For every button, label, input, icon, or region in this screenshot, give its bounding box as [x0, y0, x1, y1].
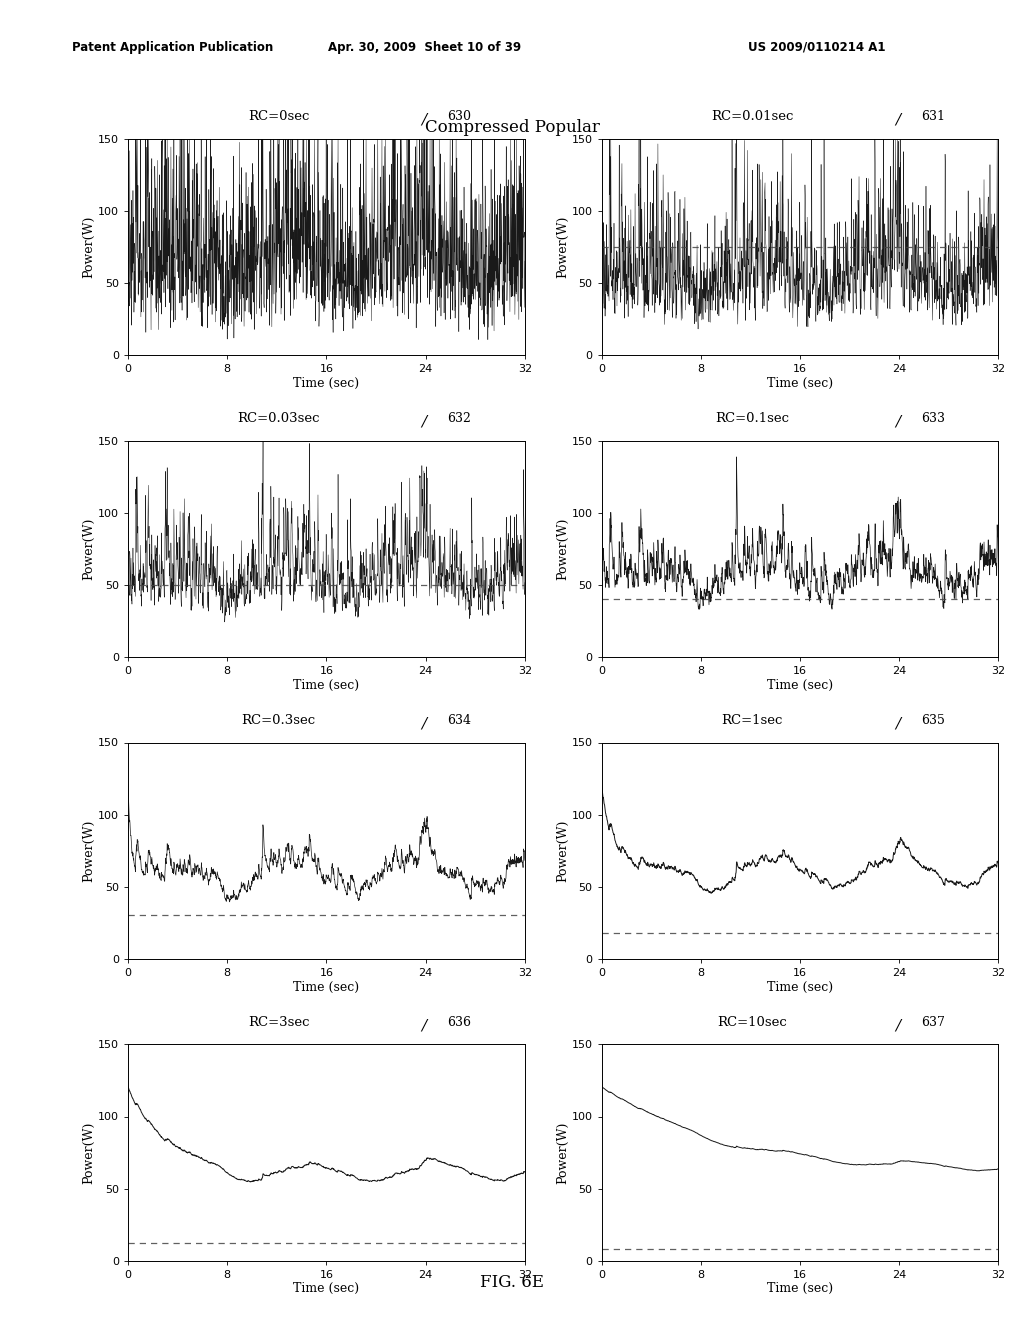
- Text: RC=0.3sec: RC=0.3sec: [242, 714, 315, 726]
- X-axis label: Time (sec): Time (sec): [293, 376, 359, 389]
- Y-axis label: Power(W): Power(W): [556, 1121, 568, 1184]
- Text: RC=0sec: RC=0sec: [248, 110, 309, 123]
- Text: RC=0.1sec: RC=0.1sec: [716, 412, 790, 425]
- Text: RC=10sec: RC=10sec: [718, 1015, 787, 1028]
- Text: Apr. 30, 2009  Sheet 10 of 39: Apr. 30, 2009 Sheet 10 of 39: [329, 41, 521, 54]
- X-axis label: Time (sec): Time (sec): [767, 1283, 834, 1295]
- Text: 635: 635: [921, 714, 945, 726]
- Text: 631: 631: [921, 110, 945, 123]
- Y-axis label: Power(W): Power(W): [82, 1121, 95, 1184]
- Text: /: /: [895, 717, 900, 731]
- Text: RC=1sec: RC=1sec: [722, 714, 783, 726]
- Y-axis label: Power(W): Power(W): [556, 517, 568, 579]
- Text: /: /: [422, 414, 427, 429]
- Text: /: /: [422, 112, 427, 127]
- Text: /: /: [422, 717, 427, 731]
- Text: RC=3sec: RC=3sec: [248, 1015, 309, 1028]
- X-axis label: Time (sec): Time (sec): [767, 678, 834, 692]
- Y-axis label: Power(W): Power(W): [556, 820, 568, 882]
- Text: Patent Application Publication: Patent Application Publication: [72, 41, 273, 54]
- Text: /: /: [895, 1019, 900, 1032]
- Text: RC=0.01sec: RC=0.01sec: [712, 110, 794, 123]
- Text: RC=0.03sec: RC=0.03sec: [238, 412, 321, 425]
- Text: 636: 636: [447, 1015, 471, 1028]
- Y-axis label: Power(W): Power(W): [82, 820, 95, 882]
- Text: 632: 632: [447, 412, 471, 425]
- X-axis label: Time (sec): Time (sec): [767, 981, 834, 994]
- X-axis label: Time (sec): Time (sec): [293, 678, 359, 692]
- Text: 634: 634: [447, 714, 471, 726]
- Text: /: /: [422, 1019, 427, 1032]
- Text: US 2009/0110214 A1: US 2009/0110214 A1: [748, 41, 885, 54]
- Y-axis label: Power(W): Power(W): [82, 517, 95, 579]
- Text: /: /: [895, 414, 900, 429]
- X-axis label: Time (sec): Time (sec): [767, 376, 834, 389]
- X-axis label: Time (sec): Time (sec): [293, 1283, 359, 1295]
- Text: Compressed Popular: Compressed Popular: [425, 119, 599, 136]
- Text: 630: 630: [447, 110, 471, 123]
- Text: 637: 637: [921, 1015, 945, 1028]
- Y-axis label: Power(W): Power(W): [556, 215, 568, 279]
- Text: FIG. 6E: FIG. 6E: [480, 1274, 544, 1291]
- Text: 633: 633: [921, 412, 945, 425]
- Y-axis label: Power(W): Power(W): [82, 215, 95, 279]
- X-axis label: Time (sec): Time (sec): [293, 981, 359, 994]
- Text: /: /: [895, 112, 900, 127]
